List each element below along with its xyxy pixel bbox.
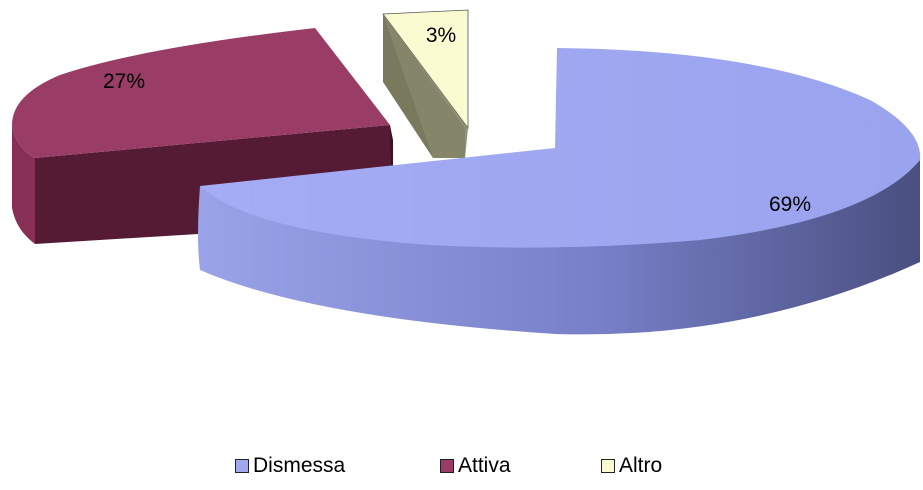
legend-label-altro: Altro xyxy=(619,454,663,477)
slice-altro-top-shade xyxy=(383,14,468,158)
slice-altro xyxy=(382,9,469,158)
slice-attiva-top xyxy=(12,28,390,158)
data-label-attiva: 27% xyxy=(103,70,145,93)
legend-item-altro: Altro xyxy=(601,454,662,478)
legend-swatch-altro xyxy=(601,459,615,473)
legend-label-dismessa: Dismessa xyxy=(253,454,346,477)
legend-label-attiva: Attiva xyxy=(458,454,511,477)
slice-attiva-side-curve xyxy=(12,125,35,244)
legend-swatch-attiva xyxy=(440,459,454,473)
legend-item-attiva: Attiva xyxy=(440,454,511,478)
slice-dismessa xyxy=(198,48,921,335)
legend-item-dismessa: Dismessa xyxy=(235,454,345,478)
data-label-altro: 3% xyxy=(426,24,456,47)
data-label-dismessa: 69% xyxy=(769,193,811,216)
legend: Dismessa Attiva Altro xyxy=(0,454,923,484)
slice-dismessa-top xyxy=(200,48,921,248)
legend-swatch-dismessa xyxy=(235,459,249,473)
